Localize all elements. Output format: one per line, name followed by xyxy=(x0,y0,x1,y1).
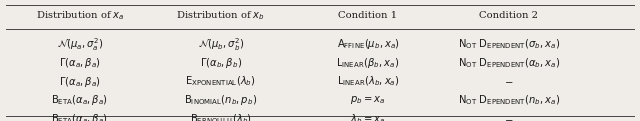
Text: $\mathrm{N}_{\mathrm{OT}}$ $\mathrm{D}_{\mathrm{EPENDENT}}(n_b, x_a)$: $\mathrm{N}_{\mathrm{OT}}$ $\mathrm{D}_{… xyxy=(458,94,560,107)
Text: Condition 1: Condition 1 xyxy=(339,11,397,20)
Text: $\mathrm{N}_{\mathrm{OT}}$ $\mathrm{D}_{\mathrm{EPENDENT}}(\sigma_b, x_a)$: $\mathrm{N}_{\mathrm{OT}}$ $\mathrm{D}_{… xyxy=(458,37,560,51)
Text: $\mathrm{B}_{\mathrm{ETA}}(\alpha_a, \beta_a)$: $\mathrm{B}_{\mathrm{ETA}}(\alpha_a, \be… xyxy=(51,93,109,107)
Text: $-$: $-$ xyxy=(504,77,513,86)
Text: $\Gamma(\alpha_a, \beta_a)$: $\Gamma(\alpha_a, \beta_a)$ xyxy=(59,56,101,70)
Text: $\mathrm{A}_{\mathrm{FFINE}}(\mu_b, x_a)$: $\mathrm{A}_{\mathrm{FFINE}}(\mu_b, x_a)… xyxy=(337,37,399,51)
Text: $p_b = x_a$: $p_b = x_a$ xyxy=(351,94,385,106)
Text: $\Gamma(\alpha_b, \beta_b)$: $\Gamma(\alpha_b, \beta_b)$ xyxy=(200,56,242,70)
Text: Condition 2: Condition 2 xyxy=(479,11,538,20)
Text: $\mathrm{B}_{\mathrm{INOMIAL}}(n_b, p_b)$: $\mathrm{B}_{\mathrm{INOMIAL}}(n_b, p_b)… xyxy=(184,93,257,107)
Text: $\mathrm{L}_{\mathrm{INEAR}}(\lambda_b, x_a)$: $\mathrm{L}_{\mathrm{INEAR}}(\lambda_b, … xyxy=(337,75,399,88)
Text: $\mathrm{N}_{\mathrm{OT}}$ $\mathrm{D}_{\mathrm{EPENDENT}}(\alpha_b, x_a)$: $\mathrm{N}_{\mathrm{OT}}$ $\mathrm{D}_{… xyxy=(458,56,560,70)
Text: $\mathrm{L}_{\mathrm{INEAR}}(\beta_b, x_a)$: $\mathrm{L}_{\mathrm{INEAR}}(\beta_b, x_… xyxy=(337,56,399,70)
Text: $\lambda_b = x_a$: $\lambda_b = x_a$ xyxy=(351,112,385,121)
Text: $\mathcal{N}(\mu_a, \sigma_a^2)$: $\mathcal{N}(\mu_a, \sigma_a^2)$ xyxy=(57,36,103,53)
Text: Distribution of $x_a$: Distribution of $x_a$ xyxy=(36,9,124,22)
Text: $\mathrm{B}_{\mathrm{ERNOULLI}}(\lambda_b)$: $\mathrm{B}_{\mathrm{ERNOULLI}}(\lambda_… xyxy=(190,112,252,121)
Text: $\mathrm{E}_{\mathrm{XPONENTIAL}}(\lambda_b)$: $\mathrm{E}_{\mathrm{XPONENTIAL}}(\lambd… xyxy=(186,75,256,88)
Text: Distribution of $x_b$: Distribution of $x_b$ xyxy=(176,9,266,22)
Text: $\mathrm{B}_{\mathrm{ETA}}(\alpha_a, \beta_a)$: $\mathrm{B}_{\mathrm{ETA}}(\alpha_a, \be… xyxy=(51,112,109,121)
Text: $-$: $-$ xyxy=(504,115,513,121)
Text: $\Gamma(\alpha_a, \beta_a)$: $\Gamma(\alpha_a, \beta_a)$ xyxy=(59,75,101,89)
Text: $\mathcal{N}(\mu_b, \sigma_b^2)$: $\mathcal{N}(\mu_b, \sigma_b^2)$ xyxy=(198,36,244,53)
